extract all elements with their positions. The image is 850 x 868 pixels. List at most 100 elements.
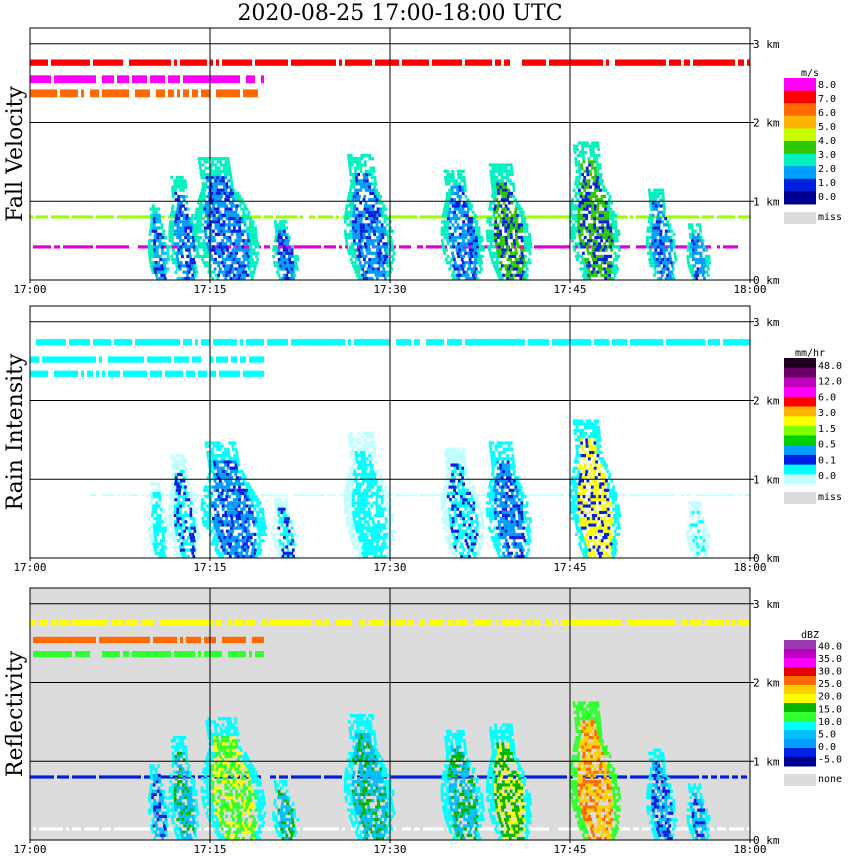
cell-pixel xyxy=(238,545,242,549)
cell-pixel xyxy=(215,482,219,486)
layer-pixel xyxy=(285,494,288,497)
cell-pixel xyxy=(450,257,453,262)
cell-pixel xyxy=(354,198,358,202)
cell-pixel xyxy=(177,495,181,499)
layer-pixel xyxy=(222,370,225,377)
cell-pixel xyxy=(595,242,599,246)
cell-pixel xyxy=(369,267,372,271)
layer-pixel xyxy=(156,89,159,98)
cell-pixel xyxy=(214,454,218,458)
layer-pixel xyxy=(426,494,429,497)
cell-pixel xyxy=(471,248,475,252)
cell-pixel xyxy=(280,229,284,233)
figure-title: 2020-08-25 17:00-18:00 UTC xyxy=(237,1,563,26)
cell-pixel xyxy=(243,526,247,530)
cell-pixel xyxy=(505,239,508,243)
cell-pixel xyxy=(609,276,613,281)
cell-pixel xyxy=(147,242,151,246)
precip-cell xyxy=(343,154,396,281)
cell-pixel xyxy=(579,182,583,186)
cell-pixel xyxy=(583,276,586,281)
cell-pixel xyxy=(150,498,154,502)
cell-pixel xyxy=(504,226,508,230)
layer-pixel xyxy=(144,75,147,84)
cell-pixel xyxy=(173,507,177,511)
layer-pixel xyxy=(57,75,60,84)
cell-pixel xyxy=(185,217,189,221)
cell-pixel xyxy=(651,229,655,233)
cell-pixel xyxy=(150,220,154,224)
cell-pixel xyxy=(156,517,159,521)
layer-pixel xyxy=(39,370,42,377)
cell-pixel xyxy=(467,226,470,230)
cell-pixel xyxy=(495,198,499,202)
layer-pixel xyxy=(210,75,213,84)
cell-pixel xyxy=(242,488,246,492)
cell-pixel xyxy=(279,239,282,243)
cell-pixel xyxy=(280,232,284,236)
cell-pixel xyxy=(368,235,372,240)
cell-pixel xyxy=(194,507,198,511)
cell-pixel xyxy=(579,261,583,265)
cell-pixel xyxy=(578,169,581,173)
cell-pixel xyxy=(357,217,360,221)
layer-pixel xyxy=(261,75,264,84)
cell-pixel xyxy=(219,242,222,246)
layer-pixel xyxy=(417,59,420,66)
cell-pixel xyxy=(467,220,471,224)
cell-pixel xyxy=(512,226,516,230)
layer-pixel xyxy=(495,339,498,346)
layer-pixel xyxy=(87,339,90,346)
cell-pixel xyxy=(204,204,207,208)
cell-pixel xyxy=(510,242,514,246)
cell-pixel xyxy=(494,169,498,173)
cell-pixel xyxy=(453,267,457,271)
layer-pixel xyxy=(747,494,750,497)
cell-pixel xyxy=(609,207,613,211)
cell-pixel xyxy=(694,251,698,255)
cell-pixel xyxy=(148,239,151,243)
cell-pixel xyxy=(216,207,220,211)
layer-pixel xyxy=(255,356,258,363)
cell-pixel xyxy=(598,217,602,221)
cell-pixel xyxy=(218,254,221,258)
cell-pixel xyxy=(607,264,610,268)
cell-pixel xyxy=(230,469,233,473)
cell-pixel xyxy=(226,523,230,527)
cell-pixel xyxy=(163,520,167,524)
cell-pixel xyxy=(449,176,453,180)
layer-pixel xyxy=(276,494,279,497)
cell-pixel xyxy=(174,539,178,543)
cell-pixel xyxy=(581,172,584,177)
cell-pixel xyxy=(291,245,294,249)
layer-pixel xyxy=(267,59,270,66)
cell-pixel xyxy=(494,217,498,221)
cell-pixel xyxy=(291,270,295,274)
cell-pixel xyxy=(470,242,474,246)
cell-pixel xyxy=(249,235,253,240)
layer-pixel xyxy=(87,370,90,377)
cell-pixel xyxy=(576,257,579,262)
cell-pixel xyxy=(174,188,177,192)
cell-pixel xyxy=(158,217,161,221)
layer-pixel xyxy=(174,245,177,249)
cell-pixel xyxy=(203,488,206,492)
cell-pixel xyxy=(210,447,214,451)
cell-pixel xyxy=(235,501,238,505)
layer-pixel xyxy=(720,215,723,219)
cell-pixel xyxy=(466,251,470,255)
layer-pixel xyxy=(36,245,39,249)
cell-pixel xyxy=(371,210,374,214)
cell-pixel xyxy=(499,273,503,277)
cell-pixel xyxy=(234,507,238,511)
layer-pixel xyxy=(42,339,45,346)
cell-pixel xyxy=(276,270,279,274)
cell-pixel xyxy=(607,201,611,205)
cell-pixel xyxy=(187,548,191,552)
layer-pixel xyxy=(150,356,153,363)
cell-pixel xyxy=(579,154,582,158)
cell-pixel xyxy=(217,264,220,268)
cell-pixel xyxy=(202,254,205,258)
cell-pixel xyxy=(583,188,587,192)
cell-pixel xyxy=(492,176,496,180)
